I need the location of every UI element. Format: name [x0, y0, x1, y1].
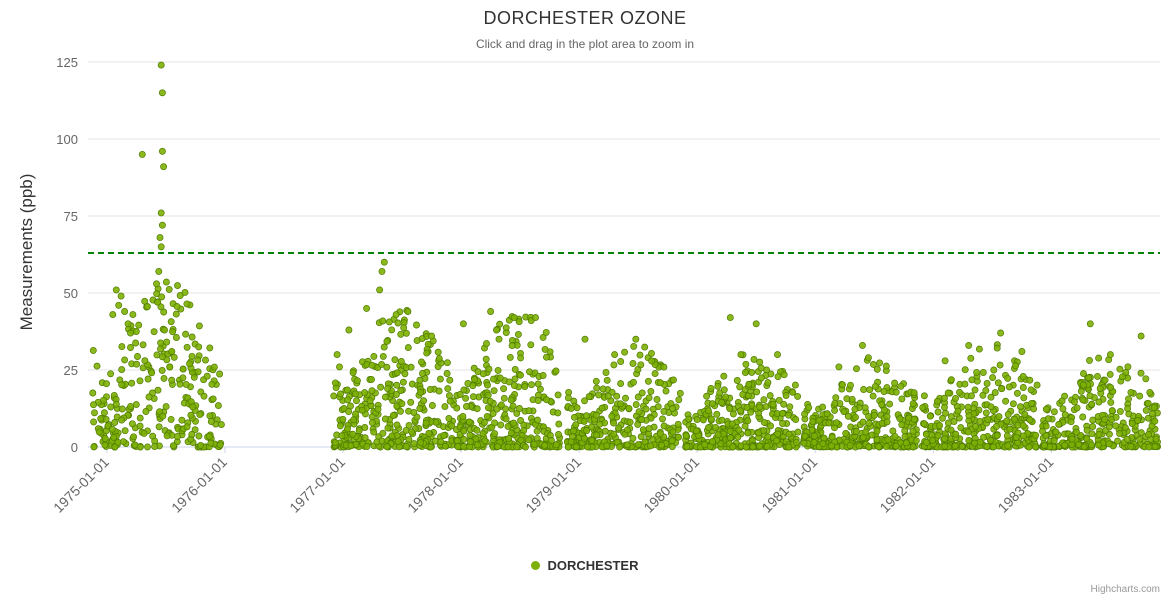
svg-text:0: 0 [71, 440, 78, 455]
svg-text:50: 50 [64, 286, 78, 301]
svg-text:1978-01-01: 1978-01-01 [404, 454, 466, 516]
svg-text:1983-01-01: 1983-01-01 [995, 454, 1057, 516]
x-axis-labels: 1975-01-01 1976-01-01 1977-01-01 1978-01-01… [50, 447, 1057, 516]
credits-link[interactable]: Highcharts.com [1090, 584, 1160, 595]
svg-text:1977-01-01: 1977-01-01 [286, 454, 348, 516]
svg-text:1981-01-01: 1981-01-01 [758, 454, 820, 516]
series-dorchester-points[interactable] [89, 61, 1162, 451]
svg-text:75: 75 [64, 209, 78, 224]
legend-item-dorchester[interactable]: DORCHESTER [0, 558, 1170, 573]
svg-text:100: 100 [56, 132, 78, 147]
svg-text:1982-01-01: 1982-01-01 [876, 454, 938, 516]
y-axis-labels: 0 25 50 75 100 125 [56, 55, 78, 455]
svg-text:1975-01-01: 1975-01-01 [50, 454, 112, 516]
svg-text:25: 25 [64, 363, 78, 378]
svg-text:125: 125 [56, 55, 78, 70]
svg-text:1976-01-01: 1976-01-01 [168, 454, 230, 516]
svg-text:1979-01-01: 1979-01-01 [522, 454, 584, 516]
legend-marker-icon [531, 561, 541, 570]
legend-label: DORCHESTER [547, 558, 639, 573]
chart-title: DORCHESTER OZONE [483, 8, 687, 28]
chart-subtitle: Click and drag in the plot area to zoom … [475, 37, 695, 51]
svg-text:1980-01-01: 1980-01-01 [640, 454, 702, 516]
